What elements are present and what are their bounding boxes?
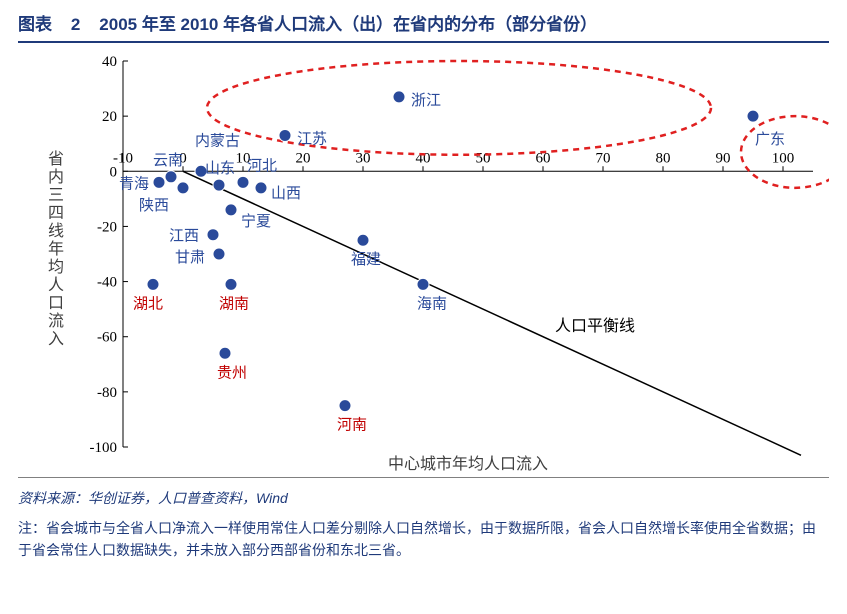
y-axis-label: 口 xyxy=(48,295,64,312)
y-axis-label: 人 xyxy=(48,276,64,294)
data-point-label: 浙江 xyxy=(411,92,441,109)
data-point-label: 江西 xyxy=(169,228,199,245)
data-point-label: 广东 xyxy=(755,131,785,148)
data-point-label: 湖北 xyxy=(133,295,163,312)
data-point xyxy=(237,176,249,188)
y-axis-label: 三 xyxy=(48,187,64,204)
y-axis-label: 省 xyxy=(48,150,64,168)
x-tick-label: 20 xyxy=(296,150,311,166)
data-point-label: 甘肃 xyxy=(175,249,205,266)
data-point xyxy=(165,171,177,183)
x-tick-label: 100 xyxy=(772,150,795,166)
data-point-label: 江苏 xyxy=(297,130,327,147)
y-tick-label: -20 xyxy=(97,219,117,235)
source-text: 资料来源：华创证券，人口普查资料，Wind xyxy=(18,490,288,506)
title-prefix: 图表 xyxy=(18,15,52,34)
data-point-label: 内蒙古 xyxy=(195,132,240,149)
title-text: 2005 年至 2010 年各省人口流入（出）在省内的分布（部分省份） xyxy=(99,15,597,34)
data-point-label: 山西 xyxy=(271,185,301,202)
data-point-label: 河北 xyxy=(247,157,277,174)
data-point xyxy=(219,347,231,359)
y-axis-label: 四 xyxy=(48,205,64,222)
data-point xyxy=(225,204,237,216)
data-point-label: 云南 xyxy=(153,152,183,169)
data-point-label: 河南 xyxy=(337,417,367,434)
data-point-label: 贵州 xyxy=(217,364,247,381)
data-point xyxy=(225,278,237,290)
y-tick-label: 40 xyxy=(102,54,117,70)
note-prefix: 注： xyxy=(18,520,46,536)
x-tick-label: 50 xyxy=(476,150,491,166)
chart-title: 图表 2 2005 年至 2010 年各省人口流入（出）在省内的分布（部分省份） xyxy=(0,0,847,41)
x-tick-label: 90 xyxy=(716,150,731,166)
y-axis-label: 线 xyxy=(48,222,64,240)
title-underline xyxy=(18,41,829,43)
data-point-label: 山东 xyxy=(205,160,235,177)
y-axis-label: 均 xyxy=(48,258,64,276)
y-axis-label: 入 xyxy=(48,331,64,348)
data-point xyxy=(255,182,267,194)
y-tick-label: -80 xyxy=(97,385,117,401)
balance-line xyxy=(183,171,801,455)
data-point xyxy=(417,278,429,290)
data-point-label: 湖南 xyxy=(219,295,249,312)
data-point xyxy=(213,179,225,191)
data-point xyxy=(339,400,351,412)
y-tick-label: -100 xyxy=(90,440,118,456)
x-tick-label: 80 xyxy=(656,150,671,166)
data-point xyxy=(393,91,405,103)
data-point-label: 福建 xyxy=(351,251,381,268)
data-point xyxy=(153,176,165,188)
y-tick-label: 0 xyxy=(110,164,118,180)
data-point xyxy=(177,182,189,194)
data-point-label: 海南 xyxy=(417,295,447,312)
data-point xyxy=(747,110,759,122)
data-point-label: 宁夏 xyxy=(241,213,271,230)
y-axis-label: 内 xyxy=(48,168,64,186)
y-tick-label: -60 xyxy=(97,330,117,346)
data-point xyxy=(279,129,291,141)
y-axis-label: 年 xyxy=(48,240,64,258)
data-point-label: 青海 xyxy=(119,175,149,192)
source-line: 资料来源：华创证券，人口普查资料，Wind xyxy=(0,482,847,510)
footer-rule xyxy=(18,477,829,478)
title-number: 2 xyxy=(71,15,80,34)
balance-line-label: 人口平衡线 xyxy=(555,317,635,335)
x-axis-label: 中心城市年均人口流入 xyxy=(388,455,548,473)
x-tick-label: 40 xyxy=(416,150,431,166)
scatter-chart: -100102030405060708090100-100-80-60-40-2… xyxy=(18,47,829,477)
note-text: 省会城市与全省人口净流入一样使用常住人口差分剔除人口自然增长，由于数据所限，省会… xyxy=(18,520,816,558)
data-point xyxy=(357,234,369,246)
data-point xyxy=(213,248,225,260)
data-point xyxy=(207,229,219,241)
data-point-label: 陕西 xyxy=(139,197,169,214)
y-tick-label: -40 xyxy=(97,275,117,291)
data-point xyxy=(147,278,159,290)
y-axis-label: 流 xyxy=(48,312,64,330)
x-tick-label: 70 xyxy=(596,150,611,166)
y-tick-label: 20 xyxy=(102,109,117,125)
footnote: 注：省会城市与全省人口净流入一样使用常住人口差分剔除人口自然增长，由于数据所限，… xyxy=(0,510,847,561)
